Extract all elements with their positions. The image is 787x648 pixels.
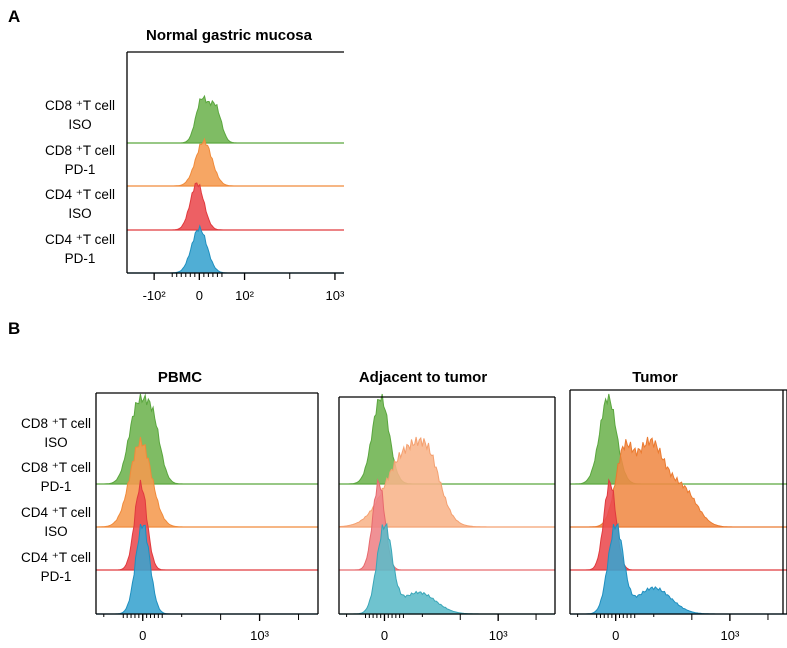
panel-3: 0 10³ <box>338 393 556 643</box>
x-tick-label: -10² <box>143 288 167 303</box>
histogram-series <box>127 94 344 144</box>
x-tick-label: 10³ <box>326 288 345 303</box>
histogram-series <box>570 393 787 485</box>
histogram-panels: -10² 0 10² 10³ 0 10³ 0 10³ 0 10³ <box>95 51 787 643</box>
x-axis: 0 10³ <box>103 614 300 643</box>
histogram-series <box>96 393 318 485</box>
histogram-series <box>339 393 555 485</box>
row-label-line2: ISO <box>68 206 91 221</box>
panel-letter-a: A <box>8 7 20 26</box>
x-axis: 0 10³ <box>577 614 769 643</box>
x-tick-label: 10³ <box>250 628 269 643</box>
row-label-line1: CD4 ⁺T cell <box>21 550 91 565</box>
row-label-line1: CD8 ⁺T cell <box>45 143 115 158</box>
histogram-series <box>127 182 344 231</box>
row-label-line2: ISO <box>44 524 67 539</box>
adjacent-title: Adjacent to tumor <box>359 369 487 386</box>
panel-2: 0 10³ <box>95 392 319 643</box>
row-label-line2: PD-1 <box>65 251 96 266</box>
panel-b-row-labels: CD8 ⁺T cell ISO CD8 ⁺T cell PD-1 CD4 ⁺T cell… <box>21 416 91 584</box>
row-label-line1: CD4 ⁺T cell <box>21 505 91 520</box>
row-label-line1: CD8 ⁺T cell <box>21 416 91 431</box>
x-tick-label: 10² <box>235 288 254 303</box>
panel-a-row-labels: CD8 ⁺T cell ISO CD8 ⁺T cell PD-1 CD4 ⁺T cell… <box>45 98 115 266</box>
x-tick-label: 0 <box>196 288 203 303</box>
row-label-line2: PD-1 <box>65 162 96 177</box>
x-tick-label: 10³ <box>720 628 739 643</box>
row-label-line2: ISO <box>44 435 67 450</box>
panel-letter-b: B <box>8 319 20 338</box>
x-tick-label: 0 <box>381 628 388 643</box>
x-tick-label: 0 <box>612 628 619 643</box>
x-axis: -10² 0 10² 10³ <box>143 273 345 303</box>
panel-frame <box>338 396 556 615</box>
row-label-line2: ISO <box>68 117 91 132</box>
tumor-title: Tumor <box>632 369 678 386</box>
histogram-series <box>127 137 344 187</box>
panel-frame <box>126 51 344 274</box>
panel-frame <box>95 392 319 615</box>
panel-a-title: Normal gastric mucosa <box>146 27 313 44</box>
histogram-series <box>127 224 344 274</box>
row-label-line2: PD-1 <box>41 569 72 584</box>
histogram-series <box>96 436 318 528</box>
row-label-line1: CD8 ⁺T cell <box>21 460 91 475</box>
pbmc-title: PBMC <box>158 369 202 386</box>
row-label-line1: CD4 ⁺T cell <box>45 232 115 247</box>
row-label-line1: CD4 ⁺T cell <box>45 187 115 202</box>
panel-1: -10² 0 10² 10³ <box>126 51 345 303</box>
panel-frame <box>569 389 787 615</box>
x-axis: 0 10³ <box>346 614 537 643</box>
x-tick-label: 0 <box>139 628 146 643</box>
panel-4: 0 10³ <box>569 389 787 643</box>
row-label-line1: CD8 ⁺T cell <box>45 98 115 113</box>
x-tick-label: 10³ <box>489 628 508 643</box>
row-label-line2: PD-1 <box>41 479 72 494</box>
